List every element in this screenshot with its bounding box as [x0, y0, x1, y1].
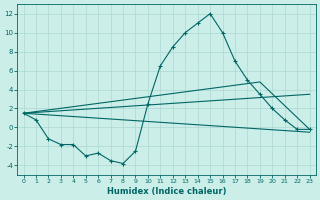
X-axis label: Humidex (Indice chaleur): Humidex (Indice chaleur) — [107, 187, 226, 196]
